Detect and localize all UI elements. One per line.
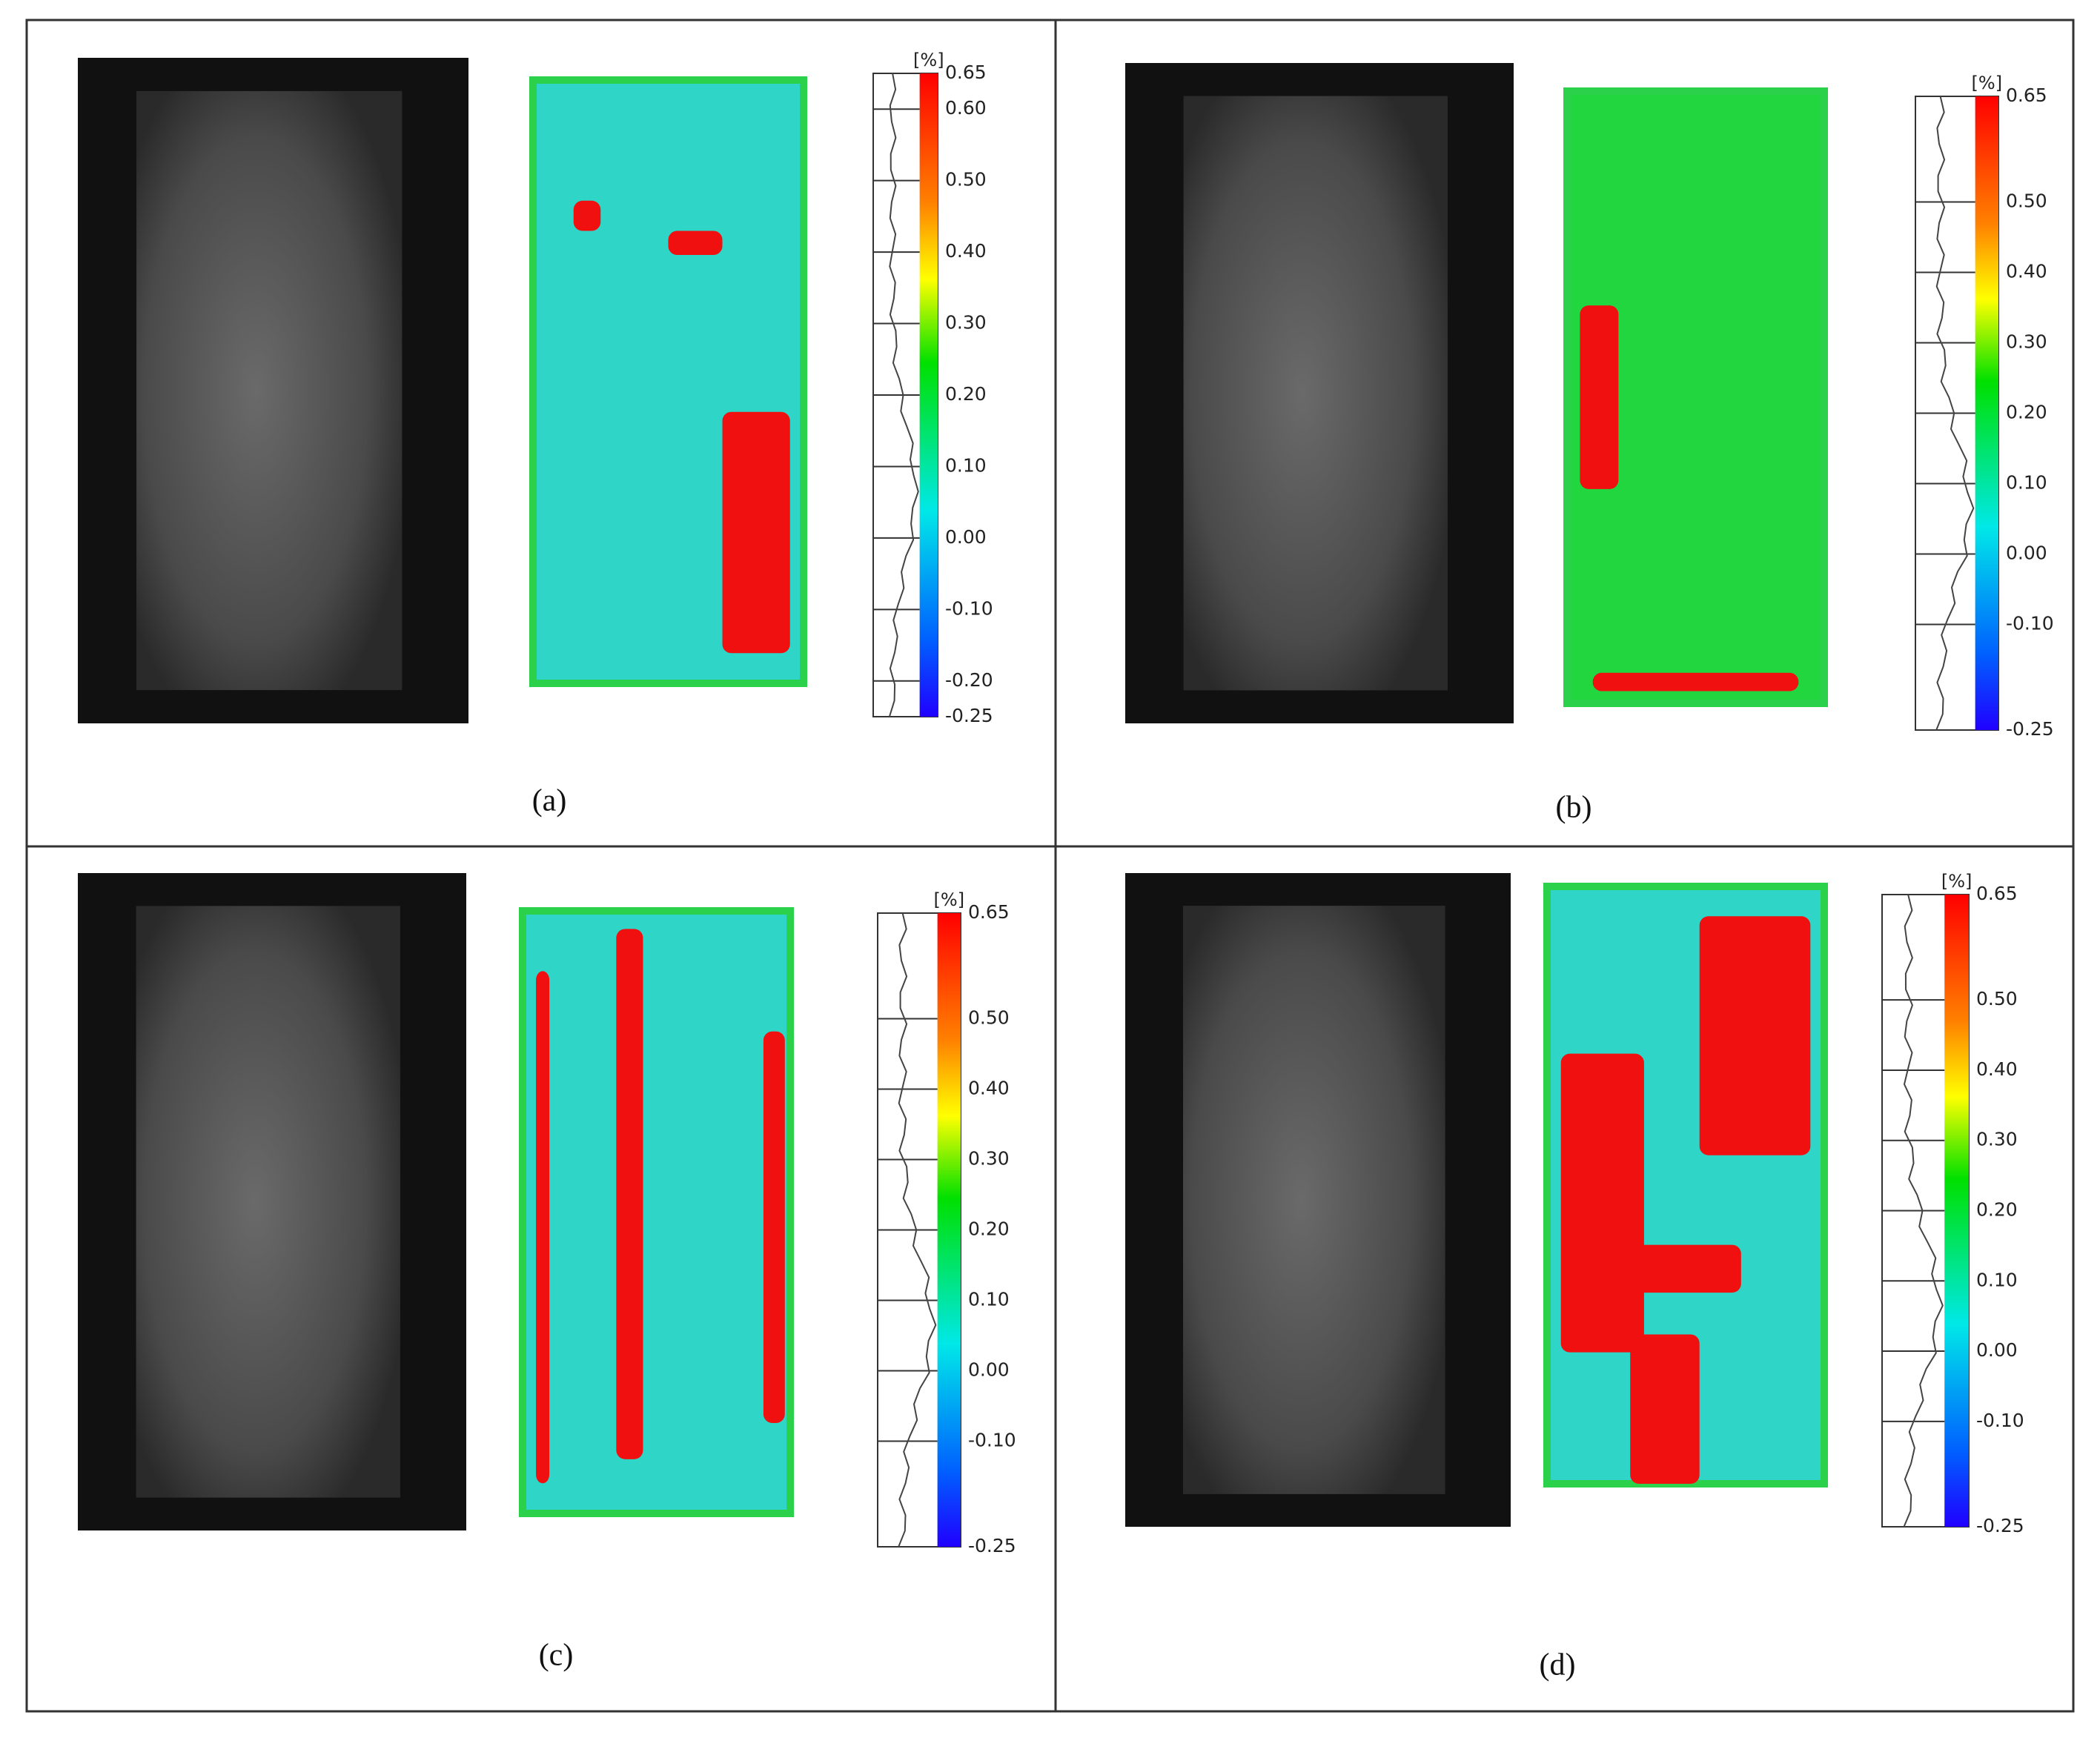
colorbar [937, 913, 961, 1547]
colorbar [1975, 96, 1998, 730]
tick-label: 0.20 [945, 383, 987, 405]
tick-label: -0.10 [1976, 1410, 2024, 1431]
tick-label: 0.30 [1976, 1129, 2018, 1150]
colorbar [1944, 895, 1969, 1527]
unit-label: [%] [913, 50, 944, 70]
tick-label: 0.65 [968, 901, 1010, 923]
colorbar [919, 73, 938, 717]
panel-label: (a) [532, 784, 567, 818]
unit-label: [%] [1941, 871, 1973, 892]
panel-label: (b) [1556, 791, 1592, 825]
distribution-curve [1935, 96, 1975, 731]
tick-label: 0.20 [968, 1218, 1010, 1240]
strain-map [519, 907, 794, 1517]
tick-label: -0.20 [945, 669, 993, 691]
frame [25, 19, 2075, 1713]
distribution-curve [888, 73, 919, 717]
tick-label: 0.50 [968, 1007, 1010, 1029]
strain-zone [573, 200, 601, 231]
tick-label: 0.50 [2006, 190, 2047, 212]
tick-label: 0.40 [968, 1078, 1010, 1099]
strain-zone [536, 971, 550, 1484]
tick-label: 0.40 [1976, 1058, 2018, 1080]
tick-label: 0.10 [968, 1289, 1010, 1310]
tick-label: -0.10 [2006, 613, 2054, 634]
tick-label: 0.60 [945, 97, 987, 119]
tick-label: 0.00 [945, 526, 987, 548]
distribution-curve [898, 912, 937, 1548]
panel-label: (c) [539, 1639, 574, 1673]
tick-label: 0.65 [1976, 883, 2018, 904]
tick-label: 0.00 [2006, 543, 2047, 564]
tick-label: 0.10 [1976, 1269, 2018, 1290]
tick-label: 0.65 [945, 62, 987, 83]
strain-zone [763, 1031, 785, 1424]
tick-label: -0.25 [945, 705, 993, 726]
tick-label: -0.25 [968, 1535, 1016, 1556]
tick-label: 0.20 [1976, 1199, 2018, 1221]
strain-zone [668, 230, 723, 256]
tick-label: 0.30 [945, 312, 987, 334]
specimen-body [1183, 96, 1448, 691]
strain-zone [1699, 916, 1811, 1155]
tick-label: 0.10 [945, 454, 987, 476]
specimen-body [136, 90, 403, 691]
strain-zone [1560, 1053, 1644, 1353]
tick-label: 0.50 [1976, 988, 2018, 1009]
tick-label: -0.10 [945, 597, 993, 619]
distribution-curve [1903, 894, 1944, 1528]
strain-zone [1574, 1244, 1741, 1293]
unit-label: [%] [1972, 73, 2003, 93]
panel-label: (d) [1540, 1648, 1576, 1682]
tick-label: 0.30 [2006, 331, 2047, 353]
tick-label: 0.50 [945, 169, 987, 190]
strain-zone [1580, 305, 1619, 489]
specimen-body [1183, 906, 1445, 1494]
tick-label: -0.10 [968, 1430, 1016, 1451]
strain-zone [616, 929, 643, 1459]
tick-label: -0.25 [1976, 1515, 2024, 1536]
strain-zone [722, 411, 790, 654]
tick-label: 0.30 [968, 1148, 1010, 1170]
tick-label: 0.65 [2006, 84, 2047, 106]
tick-label: -0.25 [2006, 718, 2054, 740]
tick-label: 0.10 [2006, 472, 2047, 494]
tick-label: 0.40 [945, 240, 987, 262]
strain-zone [1592, 672, 1799, 691]
unit-label: [%] [934, 889, 965, 910]
tick-label: 0.20 [2006, 402, 2047, 423]
tick-label: 0.00 [1976, 1339, 2018, 1361]
tick-label: 0.40 [2006, 261, 2047, 282]
tick-label: 0.00 [968, 1359, 1010, 1381]
strain-zone [1630, 1334, 1700, 1484]
specimen-body [136, 906, 400, 1498]
